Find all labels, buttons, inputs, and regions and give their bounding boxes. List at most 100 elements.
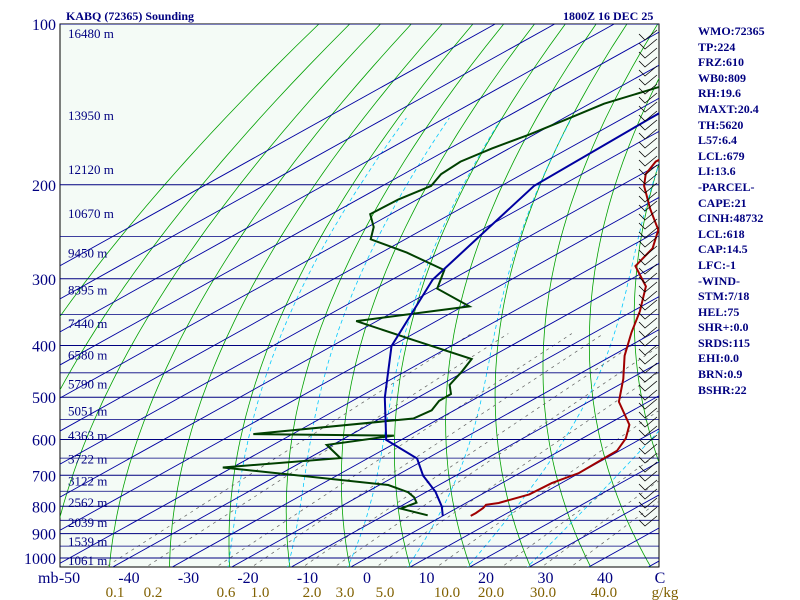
index-item: TH:5620	[698, 117, 744, 132]
height-label: 16480 m	[68, 26, 114, 41]
mixing-ratio-line	[570, 500, 659, 567]
wind-barb	[638, 389, 658, 401]
index-item: LI:13.6	[698, 164, 736, 179]
mixing-ratio-line	[375, 371, 659, 567]
index-item: L57:6.4	[698, 133, 737, 148]
pressure-tick-label: 1000	[24, 551, 56, 568]
temperature-tick-label: -40	[118, 570, 139, 587]
temperature-tick-label: -20	[237, 570, 258, 587]
index-item: TP:224	[698, 39, 736, 54]
wind-barb	[638, 497, 658, 509]
indices-panel: WMO:72365 TP:224 FRZ:610 WB0:809 RH:19.6 MAXT…	[698, 24, 798, 398]
index-item: STM:7/18	[698, 289, 750, 304]
wind-barb	[638, 209, 658, 221]
index-item: HEL:75	[698, 304, 740, 319]
wind-barb	[638, 452, 658, 464]
dry-adiabat	[393, 24, 566, 567]
mixing-ratio-label: 10.0	[434, 585, 460, 600]
wind-barb	[638, 299, 658, 311]
wind-barb	[638, 110, 658, 122]
wind-barb	[638, 173, 658, 185]
dry-adiabat	[60, 24, 381, 519]
dry-adiabat	[633, 162, 659, 464]
mixing-ratio-line	[251, 333, 604, 567]
temperature-tick-label: 30	[538, 570, 554, 587]
mixing-ratio-line	[145, 333, 509, 567]
height-label: 4363 m	[68, 428, 107, 443]
wind-barb	[638, 506, 658, 518]
isotherm	[468, 461, 659, 567]
pressure-tick-label: 400	[32, 339, 56, 356]
temperature-unit-label: C	[655, 570, 666, 587]
wind-barb	[638, 182, 658, 194]
isotherm	[111, 263, 659, 567]
pressure-tick-label: 100	[32, 17, 56, 34]
isotherm	[60, 163, 659, 498]
pressure-tick-label: 300	[32, 272, 56, 289]
index-item: WMO:72365	[698, 24, 765, 38]
dry-adiabat	[340, 24, 535, 567]
index-item: EHI:0.0	[698, 351, 740, 366]
temperature-tick-label: 0	[363, 570, 371, 587]
index-item: -PARCEL-	[698, 179, 755, 194]
wind-barb	[638, 254, 658, 266]
temperature-tick-label: -30	[178, 570, 199, 587]
wind-barb	[638, 281, 658, 293]
wind-barb	[638, 38, 658, 50]
wind-barb	[638, 56, 658, 68]
height-label: 2562 m	[68, 495, 107, 510]
height-label: 5051 m	[68, 403, 107, 418]
pressure-tick-label: 200	[32, 178, 56, 195]
height-label: 2039 m	[68, 515, 107, 530]
temperature-tick-label: 10	[419, 570, 435, 587]
pressure-tick-label: 900	[32, 527, 56, 544]
index-item: -WIND-	[698, 273, 740, 288]
pressure-tick-label: 700	[32, 468, 56, 485]
mixing-ratio-label: 0.2	[144, 585, 163, 600]
isotherm	[60, 24, 555, 300]
wind-barb	[638, 245, 658, 257]
wind-barb	[638, 488, 658, 500]
wind-barb	[638, 353, 658, 365]
wind-barb	[638, 425, 658, 437]
index-item: CAP:14.5	[698, 242, 748, 257]
height-label: 1539 m	[68, 534, 107, 549]
mixing-ratio-label: 0.6	[217, 585, 236, 600]
isotherm	[60, 64, 659, 399]
temperature-tick-label: -50	[59, 570, 80, 587]
wind-barb	[638, 92, 658, 104]
height-label: 9450 m	[68, 246, 107, 261]
wind-barb	[638, 335, 658, 347]
wind-barb	[638, 362, 658, 374]
wind-barb	[638, 164, 658, 176]
isotherm	[60, 97, 659, 432]
chart-time: 1800Z 16 DEC 25	[563, 9, 654, 23]
mixing-ratio-label: 30.0	[530, 585, 556, 600]
wind-barb	[638, 227, 658, 239]
wind-barb	[638, 272, 658, 284]
dry-adiabat	[108, 24, 412, 567]
wind-barb	[638, 479, 658, 491]
parcel-line	[383, 112, 659, 517]
height-label: 3722 m	[68, 451, 107, 466]
index-item: LCL:618	[698, 226, 745, 241]
wind-barb	[638, 200, 658, 212]
wind-barb	[638, 371, 658, 383]
dry-adiabat	[60, 24, 320, 318]
wind-barb	[638, 29, 658, 41]
mixing-ratio-line	[541, 480, 659, 567]
wind-barb	[638, 65, 658, 77]
index-item: CAPE:21	[698, 195, 747, 210]
wind-barb	[638, 218, 658, 230]
mixing-ratio-label: 1.0	[251, 585, 270, 600]
height-label: 7440 m	[68, 316, 107, 331]
mixing-ratio-line	[501, 452, 659, 567]
pressure-tick-label: 500	[32, 390, 56, 407]
wind-barb	[638, 128, 658, 140]
isotherm	[60, 196, 659, 531]
mixing-ratio-label: 0.1	[106, 585, 125, 600]
isotherm	[60, 24, 615, 333]
wind-barb	[638, 137, 658, 149]
height-label: 10670 m	[68, 206, 114, 221]
isotherm	[60, 24, 496, 267]
